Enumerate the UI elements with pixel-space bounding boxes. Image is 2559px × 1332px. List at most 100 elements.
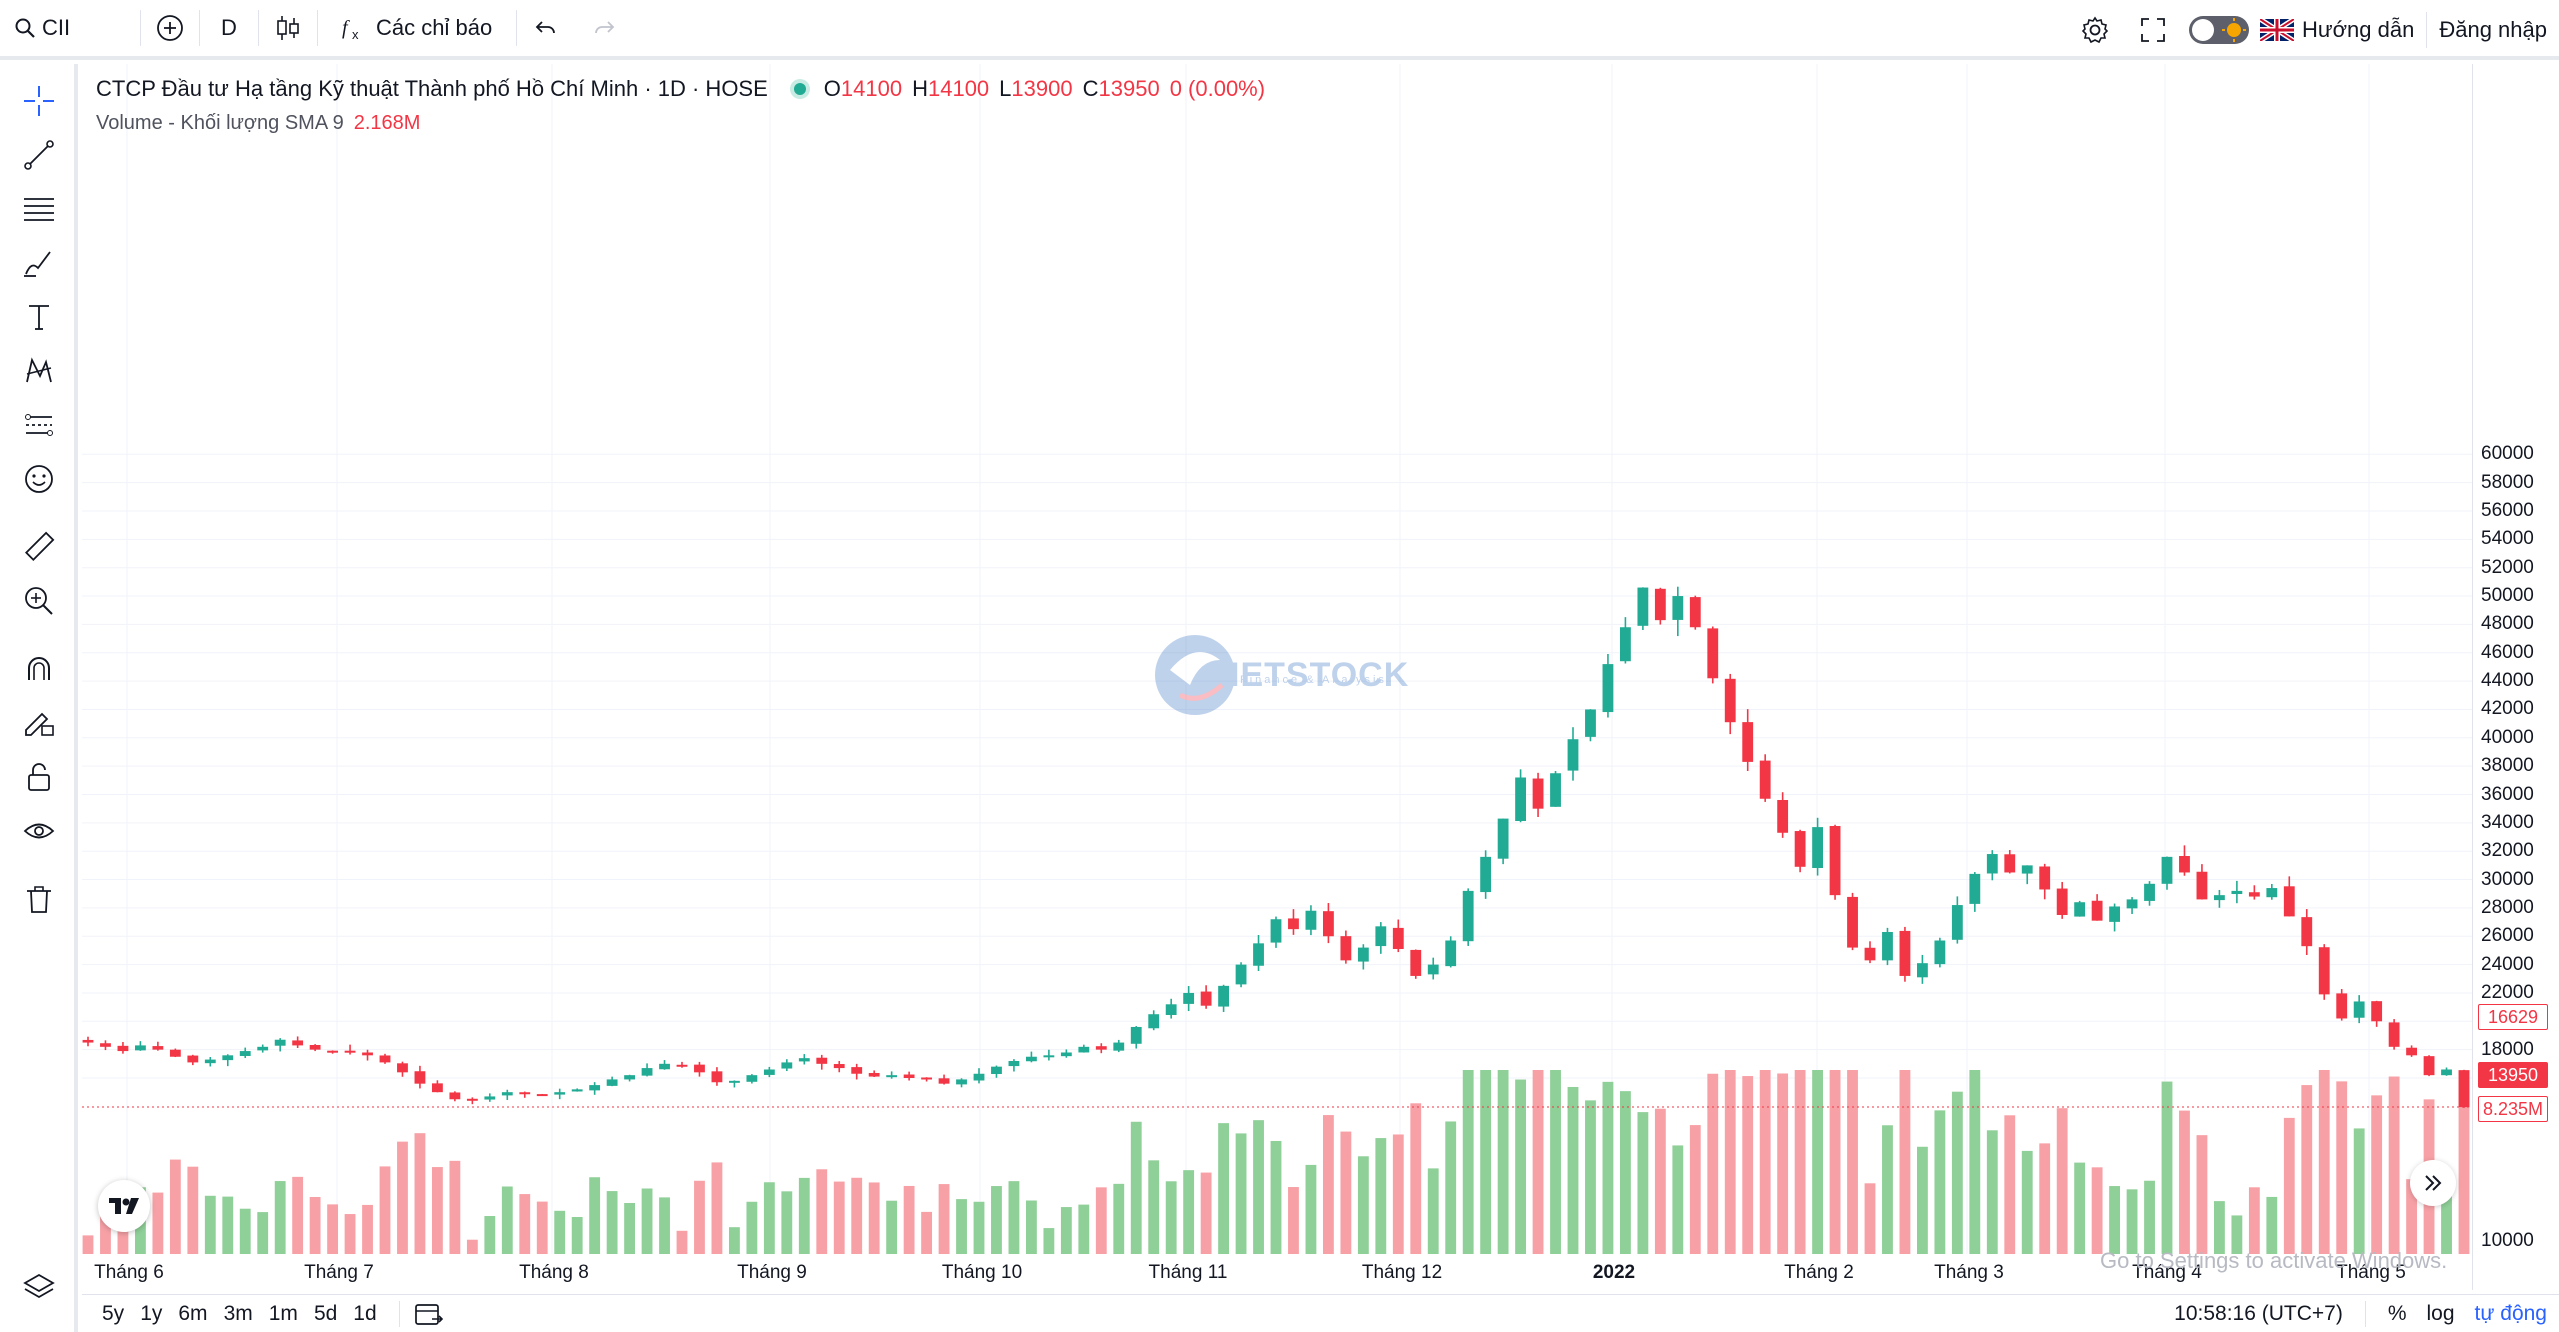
trend-line-tool[interactable] — [14, 132, 64, 178]
price-chart[interactable]: Tháng 6 Tháng 7 Tháng 8 Tháng 9 Tháng 10 Thán… — [82, 64, 2472, 1290]
symbol-search[interactable]: CII — [0, 0, 140, 58]
redo-button[interactable] — [575, 0, 633, 58]
projection-tool[interactable] — [14, 402, 64, 448]
candle-body — [833, 1064, 845, 1069]
price-tick-label: 40000 — [2481, 726, 2534, 748]
range-button-6m[interactable]: 6m — [178, 1301, 208, 1325]
volume-bar — [1095, 1187, 1107, 1254]
login-button[interactable]: Đăng nhập — [2427, 0, 2559, 60]
price-tick-label: 56000 — [2481, 500, 2534, 521]
undo-button[interactable] — [517, 0, 575, 58]
auto-scale-toggle[interactable]: tự động — [2474, 1302, 2547, 1325]
volume-bar — [1742, 1076, 1754, 1254]
log-toggle[interactable]: log — [2426, 1302, 2455, 1325]
volume-bar — [816, 1169, 828, 1254]
magnet-tool[interactable] — [14, 646, 64, 692]
compare-button[interactable] — [141, 0, 199, 58]
candle-body — [1392, 927, 1404, 950]
emoji-tool[interactable] — [14, 456, 64, 502]
percent-toggle[interactable]: % — [2387, 1302, 2407, 1325]
text-tool[interactable] — [14, 294, 64, 340]
volume-value: 2.168M — [353, 111, 421, 134]
close-key: C — [1082, 76, 1099, 101]
drawing-mode-tool[interactable] — [14, 700, 64, 746]
volume-bar — [1812, 1070, 1824, 1254]
divider — [398, 1300, 400, 1327]
hide-tool[interactable] — [14, 808, 64, 854]
chart-type-button[interactable] — [259, 0, 317, 58]
crosshair-tool[interactable] — [14, 78, 64, 124]
pattern-tool[interactable] — [14, 348, 64, 394]
candle-body — [1322, 911, 1334, 937]
login-label: Đăng nhập — [2439, 17, 2547, 42]
volume-bar — [152, 1192, 164, 1254]
candle-body — [973, 1073, 985, 1081]
windows-activation-watermark: Go to Settings to activate Windows. — [2100, 1248, 2448, 1273]
volume-bar — [1864, 1183, 1876, 1254]
scroll-to-realtime-button[interactable] — [2410, 1160, 2456, 1206]
volume-bar — [2318, 1070, 2330, 1254]
vietstock-logo-icon — [1155, 635, 1235, 715]
time-tick-label: Tháng 6 — [94, 1262, 164, 1283]
volume-bar — [1672, 1145, 1684, 1254]
volume-bar — [239, 1208, 251, 1254]
candle-body — [239, 1051, 251, 1056]
tradingview-logo[interactable] — [98, 1180, 150, 1232]
candle-body — [1130, 1026, 1142, 1044]
clock[interactable]: 10:58:16 (UTC+7) — [2174, 1302, 2343, 1325]
candle-body — [2283, 886, 2295, 917]
candle-body — [1218, 985, 1230, 1007]
range-button-1m[interactable]: 1m — [268, 1301, 298, 1325]
measure-tool[interactable] — [14, 524, 64, 570]
theme-toggle[interactable] — [2182, 0, 2256, 60]
brush-tool[interactable] — [14, 240, 64, 286]
candle-body — [1532, 778, 1544, 809]
magnet-icon — [28, 657, 50, 680]
range-button-5y[interactable]: 5y — [102, 1301, 125, 1325]
lock-tool[interactable] — [14, 754, 64, 800]
range-button-5d[interactable]: 5d — [313, 1301, 338, 1325]
volume-bar — [519, 1194, 531, 1254]
volume-bar — [2126, 1189, 2138, 1254]
guide-button[interactable]: Hướng dẫn — [2256, 0, 2426, 60]
range-button-1d[interactable]: 1d — [353, 1301, 377, 1325]
price-tick-label: 52000 — [2481, 556, 2534, 578]
volume-bar — [449, 1160, 461, 1254]
pencil-lock-icon — [25, 712, 54, 736]
candle-body — [519, 1092, 531, 1095]
candle-body — [100, 1043, 111, 1047]
delete-tool[interactable] — [14, 876, 64, 922]
candle-body — [851, 1067, 863, 1074]
symbol-title: CTCP Đầu tư Hạ tầng Kỹ thuật Thành phố H… — [96, 76, 768, 101]
candle-body — [1829, 826, 1841, 896]
candle-body — [1427, 964, 1439, 975]
candle-body — [1707, 628, 1719, 679]
volume-bar — [2406, 1179, 2418, 1254]
fullscreen-button[interactable] — [2124, 0, 2182, 60]
price-tick-label: 18000 — [2481, 1038, 2534, 1060]
undo-icon — [535, 21, 556, 34]
goto-date-icon[interactable] — [414, 1301, 444, 1327]
candle-body — [327, 1050, 339, 1053]
candle-body — [676, 1064, 688, 1067]
candle-body — [1724, 678, 1736, 723]
candle-body — [309, 1045, 321, 1050]
candle-body — [1916, 963, 1928, 978]
fib-tool[interactable] — [14, 186, 64, 232]
range-button-1y[interactable]: 1y — [140, 1301, 163, 1325]
settings-button[interactable] — [2066, 0, 2124, 60]
range-button-3m[interactable]: 3m — [223, 1301, 253, 1325]
volume-bar — [2109, 1186, 2121, 1254]
zoom-tool[interactable] — [14, 578, 64, 624]
candle-body — [431, 1083, 443, 1093]
layers-tool[interactable] — [14, 1264, 64, 1310]
interval-button[interactable]: D — [200, 0, 258, 58]
redo-icon — [595, 21, 615, 34]
candle-body — [1060, 1052, 1072, 1057]
volume-bar — [2371, 1095, 2383, 1254]
candle-body — [379, 1055, 391, 1063]
volume-bar — [1148, 1160, 1160, 1254]
close-value: 13950 — [1098, 76, 1160, 101]
